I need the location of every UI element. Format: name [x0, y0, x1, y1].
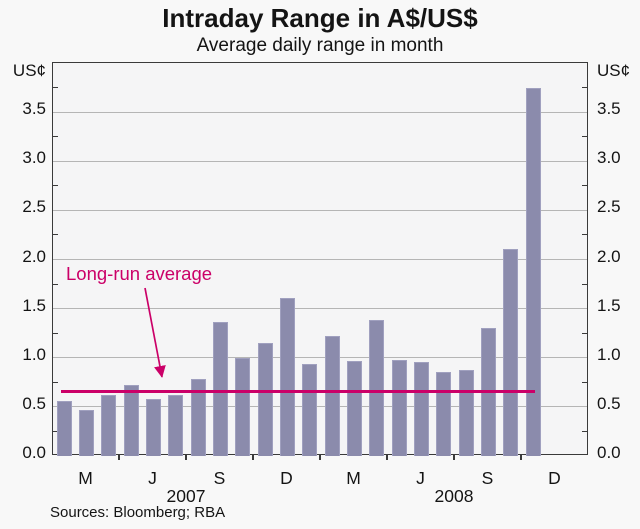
- y-tick-label-left: 3.0: [22, 148, 46, 168]
- y-minor-tick: [582, 430, 587, 432]
- y-minor-tick: [53, 136, 58, 138]
- x-quarter-tick: [386, 455, 388, 460]
- bar-jun-2007: [168, 395, 184, 456]
- y-tick-label-right: 3.5: [597, 99, 621, 119]
- y-minor-tick: [582, 381, 587, 383]
- y-minor-tick: [582, 283, 587, 285]
- reference-line-label: Long-run average: [66, 263, 213, 284]
- y-tick-label-right: 0.0: [597, 443, 621, 462]
- y-minor-tick: [53, 87, 58, 89]
- bar-jan-2008: [324, 336, 340, 456]
- x-tick-label: M: [346, 468, 361, 488]
- gridline: [53, 308, 587, 310]
- x-tick-label: J: [416, 468, 425, 488]
- bar-apr-2008: [391, 359, 407, 456]
- bar-oct-2007: [257, 343, 273, 456]
- y-minor-tick: [53, 185, 58, 187]
- y-tick-label-left: 3.5: [22, 99, 46, 119]
- x-tick-label: S: [481, 468, 494, 488]
- y-tick-label-right: 0.5: [597, 393, 621, 413]
- x-quarter-tick: [453, 455, 455, 460]
- y-tick-label-right: 2.5: [597, 197, 621, 217]
- gridline: [53, 160, 587, 162]
- bar-jan-2007: [56, 400, 72, 456]
- x-quarter-tick: [319, 455, 321, 460]
- chart-subtitle: Average daily range in month: [196, 35, 444, 56]
- y-tick-label-left: 0.5: [22, 393, 46, 413]
- y-minor-tick: [582, 136, 587, 138]
- y-minor-tick: [582, 332, 587, 334]
- y-tick-label-right: 3.0: [597, 148, 621, 168]
- bar-nov-2007: [280, 297, 295, 456]
- y-minor-tick: [582, 185, 587, 187]
- bar-may-2007: [146, 399, 161, 456]
- plot-area: [52, 62, 588, 456]
- x-quarter-tick: [520, 455, 522, 460]
- y-axis-unit-right: US¢: [597, 61, 631, 80]
- y-tick-label-right: 1.0: [597, 344, 621, 364]
- bar-jul-2008: [458, 369, 474, 456]
- bar-apr-2007: [123, 385, 139, 456]
- y-tick-label-left: 0.0: [22, 443, 46, 462]
- x-tick-label: D: [548, 468, 561, 488]
- y-axis-unit-left: US¢: [12, 61, 46, 80]
- bar-sep-2008: [503, 248, 519, 456]
- bar-mar-2008: [369, 320, 385, 456]
- y-tick-label-right: 2.0: [597, 246, 621, 266]
- bar-jun-2008: [436, 372, 452, 456]
- y-minor-tick: [53, 332, 58, 334]
- gridline: [53, 209, 587, 211]
- bar-feb-2008: [347, 360, 362, 456]
- long-run-average-line: [61, 390, 535, 393]
- bar-may-2008: [414, 361, 429, 456]
- y-tick-label-left: 2.0: [22, 246, 46, 266]
- bar-feb-2007: [79, 409, 94, 456]
- y-tick-label-right: 1.5: [597, 295, 621, 315]
- bar-aug-2007: [213, 322, 228, 456]
- y-minor-tick: [53, 381, 58, 383]
- x-year-label: 2007: [166, 486, 206, 506]
- bar-mar-2007: [101, 395, 117, 456]
- y-minor-tick: [582, 234, 587, 236]
- x-tick-label: D: [280, 468, 293, 488]
- bar-jul-2007: [190, 379, 206, 456]
- x-year-label: 2008: [434, 486, 474, 506]
- gridline: [53, 357, 587, 359]
- bar-sep-2007: [235, 357, 251, 456]
- x-quarter-tick: [185, 455, 187, 460]
- x-quarter-tick: [252, 455, 254, 460]
- y-minor-tick: [53, 234, 58, 236]
- chart-title: Intraday Range in A$/US$: [162, 3, 478, 33]
- y-tick-label-left: 2.5: [22, 197, 46, 217]
- y-minor-tick: [53, 430, 58, 432]
- y-minor-tick: [53, 283, 58, 285]
- x-quarter-tick: [118, 455, 120, 460]
- gridline: [53, 111, 587, 113]
- gridline: [53, 406, 587, 408]
- y-tick-label-left: 1.0: [22, 344, 46, 364]
- gridline: [53, 259, 587, 260]
- y-minor-tick: [582, 87, 587, 89]
- x-tick-label: S: [213, 468, 226, 488]
- x-tick-label: J: [148, 468, 157, 488]
- bar-oct-2008: [525, 87, 541, 456]
- annotation-arrow-icon: [144, 287, 166, 378]
- bar-dec-2007: [302, 363, 318, 456]
- source-note: Sources: Bloomberg; RBA: [50, 504, 226, 521]
- x-tick-label: M: [78, 468, 93, 488]
- y-tick-label-left: 1.5: [22, 295, 46, 315]
